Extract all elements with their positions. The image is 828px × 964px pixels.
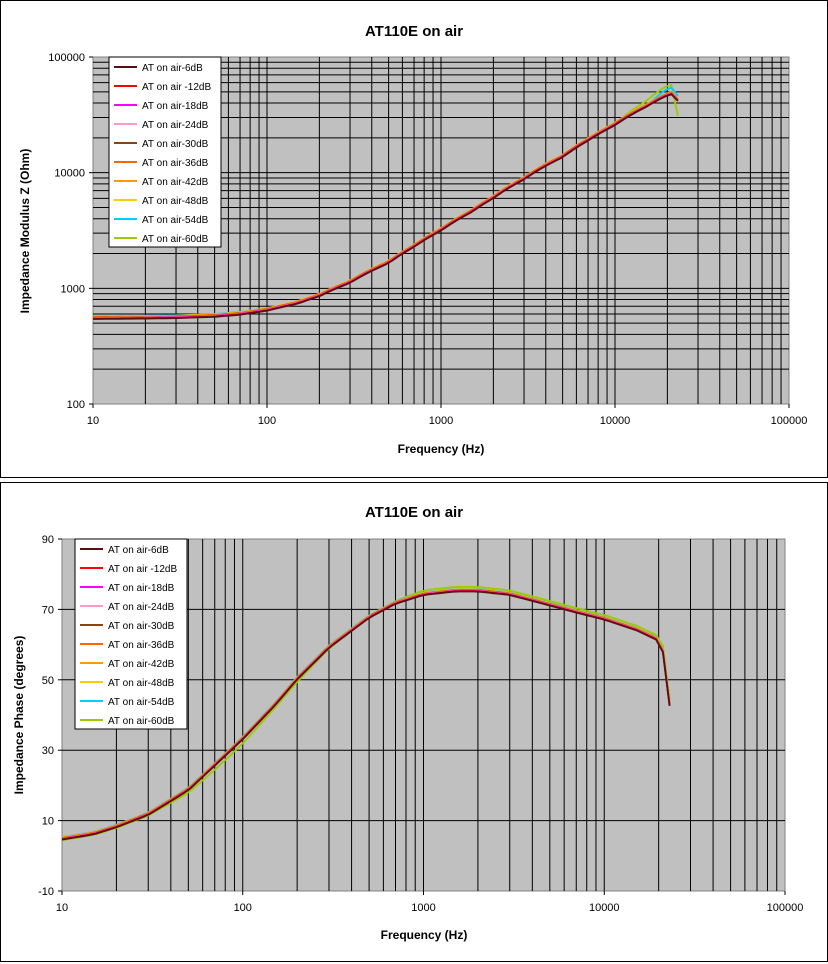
y-tick-label: 90: [42, 534, 54, 546]
legend-label: AT on air-42dB: [108, 659, 175, 670]
legend-label: AT on air-36dB: [108, 640, 175, 651]
legend-box: [74, 538, 188, 730]
x-tick-label: 10000: [589, 902, 620, 914]
y-tick-label: 70: [42, 604, 54, 616]
x-tick-label: 1000: [411, 902, 435, 914]
series-line: [61, 590, 671, 841]
y-tick-label: 10: [42, 816, 54, 828]
impedance-modulus-chart: AT110E on air Frequency (Hz) Impedance M…: [18, 23, 808, 456]
x-tick-label: 100: [234, 902, 252, 914]
y-tick-label: 30: [42, 745, 54, 757]
y-axis-title: Impedance Phase (degrees): [12, 636, 26, 795]
x-tick-label: 10: [56, 902, 68, 914]
series-line: [93, 93, 679, 320]
y-axis-title: Impedance Modulus Z (Ohm): [18, 149, 32, 314]
y-tick-label: 100: [67, 399, 85, 411]
legend-label: AT on air-60dB: [108, 716, 175, 727]
legend: AT on air-6dB AT on air -12dB AT on air-18…: [74, 538, 188, 730]
legend-label: AT on air-6dB: [108, 545, 169, 556]
y-tick-label: 1000: [61, 283, 85, 295]
impedance-phase-chart-panel: AT110E on air Frequency (Hz) Impedance P…: [0, 482, 828, 962]
legend-label: AT on air-30dB: [142, 139, 209, 150]
x-tick-label: 1000: [429, 415, 453, 427]
x-axis-title: Frequency (Hz): [398, 442, 485, 456]
legend-label: AT on air-18dB: [142, 101, 209, 112]
legend-label: AT on air-60dB: [142, 234, 209, 245]
x-axis-title: Frequency (Hz): [381, 928, 468, 942]
legend-label: AT on air-18dB: [108, 583, 175, 594]
y-tick-label: 10000: [54, 168, 85, 180]
chart-title: AT110E on air: [365, 23, 463, 40]
legend-label: AT on air-42dB: [142, 177, 209, 188]
legend-label: AT on air-24dB: [108, 602, 175, 613]
legend-label: AT on air-48dB: [108, 678, 175, 689]
legend-label: AT on air -12dB: [108, 564, 177, 575]
legend-label: AT on air-24dB: [142, 120, 209, 131]
series-lines: [92, 83, 679, 320]
x-tick-label: 100000: [771, 415, 808, 427]
x-tick-label: 10000: [600, 415, 631, 427]
legend-label: AT on air-36dB: [142, 158, 209, 169]
y-tick-label: 50: [42, 675, 54, 687]
impedance-modulus-chart-panel: AT110E on air Frequency (Hz) Impedance M…: [0, 0, 828, 478]
y-tick-label: -10: [38, 886, 54, 898]
y-tick-label: 100000: [48, 52, 85, 64]
series-lines: [61, 586, 671, 842]
legend-label: AT on air -12dB: [142, 82, 211, 93]
x-tick-label: 100000: [767, 902, 804, 914]
legend-label: AT on air-48dB: [142, 196, 209, 207]
legend-label: AT on air-54dB: [108, 697, 175, 708]
legend-label: AT on air-30dB: [108, 621, 175, 632]
x-tick-label: 100: [258, 415, 276, 427]
impedance-phase-chart: AT110E on air Frequency (Hz) Impedance P…: [12, 504, 804, 942]
legend-box: [108, 56, 222, 248]
legend: AT on air-6dB AT on air -12dB AT on air-18…: [108, 56, 222, 248]
legend-label: AT on air-6dB: [142, 63, 203, 74]
chart-title: AT110E on air: [365, 504, 463, 521]
x-tick-label: 10: [87, 415, 99, 427]
legend-label: AT on air-54dB: [142, 215, 209, 226]
